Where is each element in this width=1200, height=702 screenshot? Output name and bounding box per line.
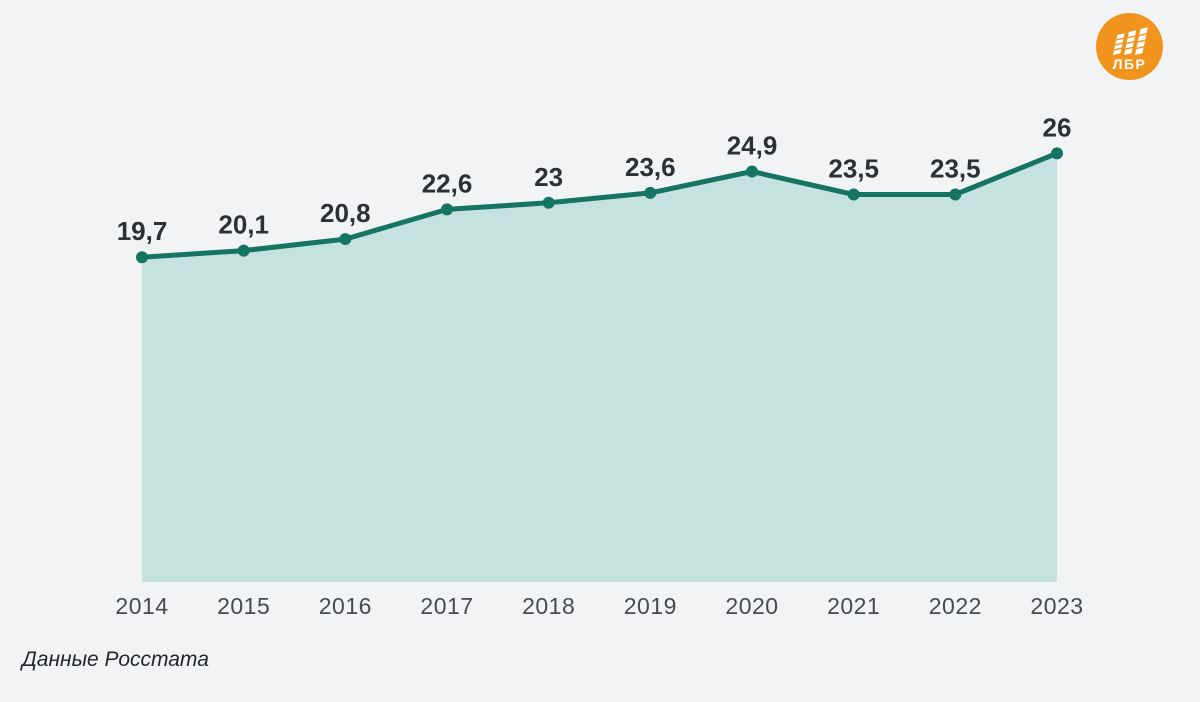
data-point xyxy=(542,196,555,209)
x-axis-label: 2017 xyxy=(420,593,474,619)
value-label: 24,9 xyxy=(727,130,778,160)
data-point xyxy=(847,188,860,201)
x-axis-label: 2019 xyxy=(623,593,677,619)
source-note: Данные Росстата xyxy=(22,648,209,671)
data-point xyxy=(1051,147,1063,160)
trend-line xyxy=(139,150,1060,260)
data-point xyxy=(949,188,962,201)
value-label: 26 xyxy=(1043,112,1072,142)
value-label: 23,5 xyxy=(828,154,879,184)
data-point xyxy=(441,203,453,216)
value-label: 22,6 xyxy=(422,168,473,198)
x-axis-label: 2018 xyxy=(522,593,576,619)
lbr-logo-icon: ЛБР xyxy=(1096,13,1163,80)
value-label: 19,7 xyxy=(117,216,168,246)
value-label: 23,6 xyxy=(625,152,676,182)
data-point xyxy=(644,186,657,199)
x-axis-label: 2015 xyxy=(217,593,271,619)
lbr-logo: ЛБР xyxy=(1096,13,1163,80)
x-axis-label: 2023 xyxy=(1030,593,1084,619)
value-labels: 19,7 20,1 20,8 22,6 23 23,6 24,9 23,5 23,5 26 xyxy=(117,112,1072,246)
x-axis-label: 2022 xyxy=(928,593,982,619)
logo-text: ЛБР xyxy=(1113,56,1147,72)
value-label: 20,1 xyxy=(218,210,269,240)
value-label: 23,5 xyxy=(930,154,981,184)
data-point xyxy=(237,244,250,257)
data-points xyxy=(136,147,1063,264)
value-label: 23 xyxy=(534,162,563,192)
x-axis-label: 2016 xyxy=(318,593,372,619)
value-label: 20,8 xyxy=(320,198,371,228)
x-axis: 2014 2015 2016 2017 2018 2019 2020 2021 2022 2023 xyxy=(0,593,1200,623)
data-point xyxy=(746,165,758,178)
area-fill xyxy=(142,153,1057,582)
x-axis-label: 2021 xyxy=(827,593,881,619)
data-point xyxy=(339,233,352,246)
logo-bars-icon xyxy=(1113,27,1148,55)
x-axis-label: 2020 xyxy=(725,593,779,619)
x-axis-label: 2014 xyxy=(115,593,169,619)
area-chart: 19,7 20,1 20,8 22,6 23 23,6 24,9 23,5 23,5 26 xyxy=(117,112,1072,582)
data-point xyxy=(136,251,148,264)
